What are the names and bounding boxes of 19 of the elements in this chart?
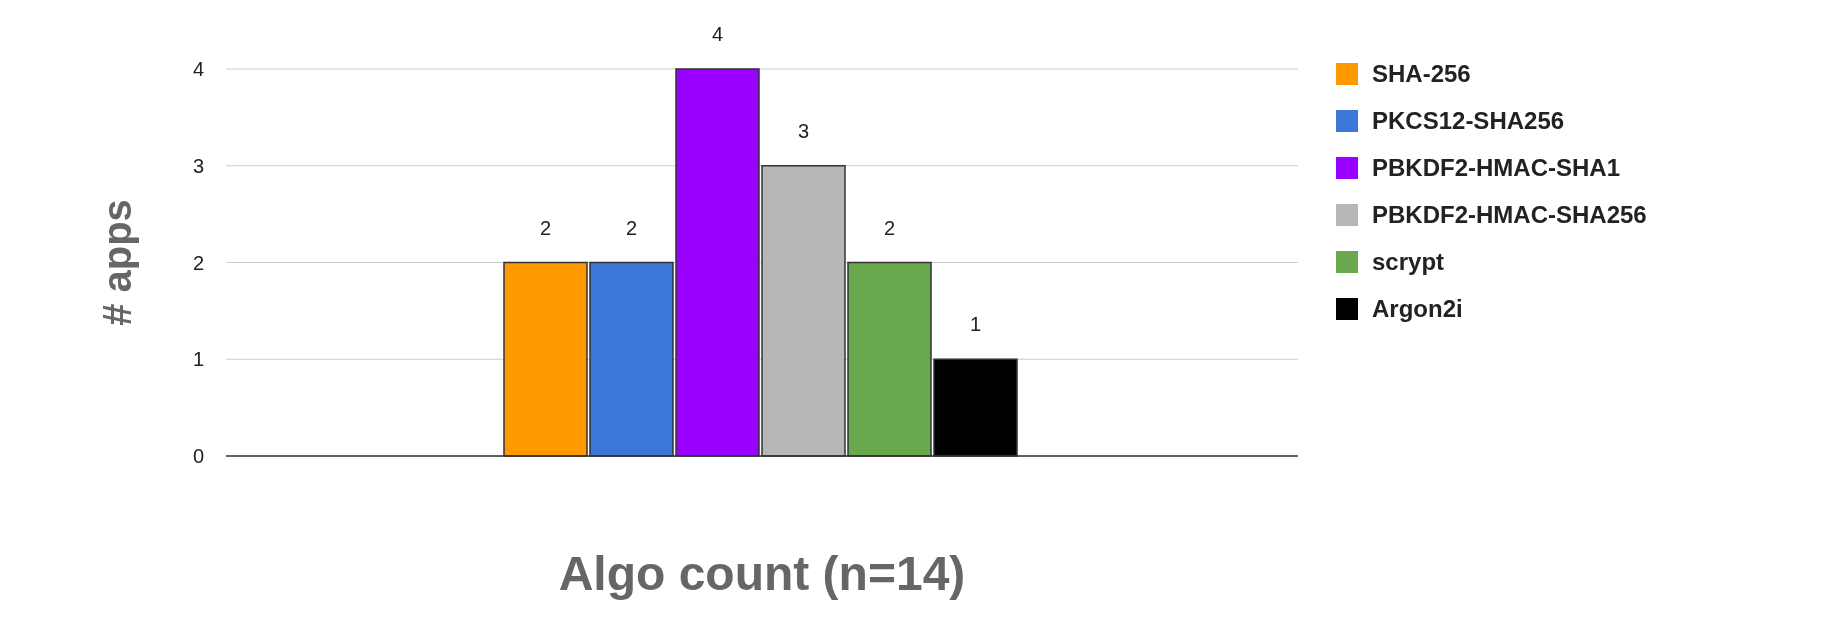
legend-label: SHA-256 — [1372, 60, 1471, 88]
y-tick-label: 2 — [192, 251, 204, 274]
data-label: 2 — [539, 216, 552, 239]
data-label: 1 — [969, 313, 982, 336]
y-tick-label: 4 — [192, 58, 204, 80]
data-label: 4 — [711, 23, 724, 45]
data-label: 3 — [797, 119, 810, 142]
legend-label: PBKDF2-HMAC-SHA256 — [1372, 201, 1647, 229]
y-tick-label: 1 — [192, 348, 204, 371]
x-axis-title: Algo count (n=14) — [558, 547, 966, 600]
legend-label: Argon2i — [1372, 295, 1463, 323]
data-label: 2 — [625, 216, 638, 239]
y-tick-label: 3 — [192, 154, 204, 177]
legend-label: PKCS12-SHA256 — [1372, 107, 1565, 135]
data-label: 2 — [883, 216, 896, 239]
legend-label: scrypt — [1372, 248, 1445, 276]
y-tick-label: 0 — [192, 445, 204, 467]
y-axis-title: # apps — [95, 199, 139, 326]
legend-label: PBKDF2-HMAC-SHA1 — [1372, 154, 1621, 182]
